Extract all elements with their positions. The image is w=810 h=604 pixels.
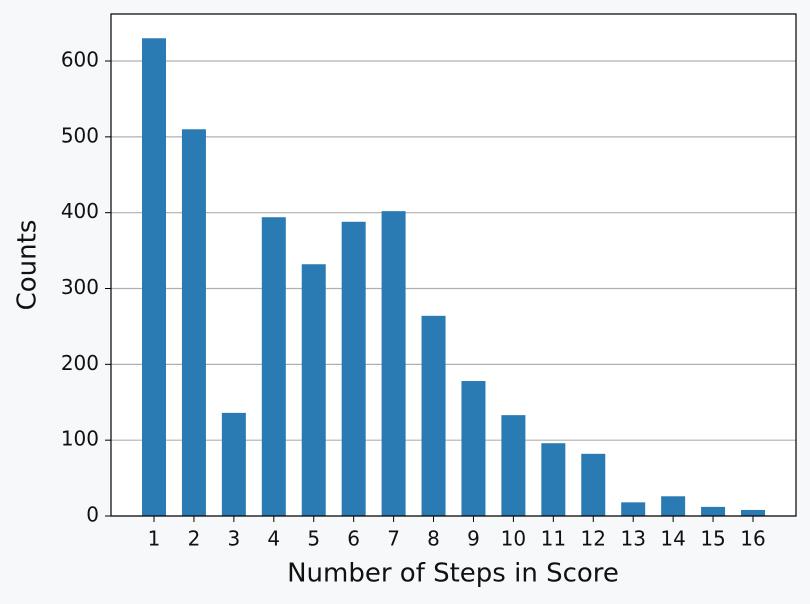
bar bbox=[142, 38, 166, 516]
y-tick-label: 300 bbox=[61, 275, 99, 299]
bar bbox=[541, 443, 566, 516]
x-tick-label: 3 bbox=[227, 527, 240, 551]
bar bbox=[381, 211, 406, 516]
bar bbox=[181, 129, 206, 517]
bar bbox=[461, 381, 486, 516]
x-tick-label: 2 bbox=[188, 527, 201, 551]
bar bbox=[581, 453, 606, 516]
plot-frame bbox=[110, 13, 797, 517]
bar bbox=[221, 412, 246, 516]
x-tick-label: 5 bbox=[307, 527, 320, 551]
y-axis-label: Counts bbox=[13, 220, 43, 311]
x-tick-label: 7 bbox=[387, 527, 400, 551]
bar bbox=[501, 415, 526, 516]
x-tick-label: 4 bbox=[267, 527, 280, 551]
x-tick-label: 8 bbox=[427, 527, 440, 551]
x-tick-label: 11 bbox=[541, 527, 566, 551]
x-tick-label: 6 bbox=[347, 527, 360, 551]
y-tick-label: 500 bbox=[61, 123, 99, 147]
bar bbox=[341, 221, 366, 516]
bar bbox=[621, 502, 646, 516]
y-tick-label: 200 bbox=[61, 351, 99, 375]
y-tick-label: 600 bbox=[61, 48, 99, 72]
x-tick-label: 13 bbox=[620, 527, 645, 551]
y-tick-label: 400 bbox=[61, 199, 99, 223]
bar bbox=[701, 506, 726, 516]
x-tick-label: 1 bbox=[148, 527, 161, 551]
bar bbox=[661, 496, 686, 516]
x-tick-label: 12 bbox=[581, 527, 606, 551]
y-tick-label: 0 bbox=[86, 503, 99, 527]
x-tick-label: 10 bbox=[501, 527, 526, 551]
x-axis-label: Number of Steps in Score bbox=[287, 559, 619, 589]
x-tick-label: 16 bbox=[740, 527, 765, 551]
bar bbox=[741, 509, 765, 516]
x-tick-label: 15 bbox=[700, 527, 725, 551]
bar bbox=[421, 315, 446, 516]
y-tick-label: 100 bbox=[61, 427, 99, 451]
x-tick-label: 9 bbox=[467, 527, 480, 551]
bar bbox=[301, 264, 326, 516]
x-tick-label: 14 bbox=[660, 527, 685, 551]
bar bbox=[261, 217, 286, 516]
